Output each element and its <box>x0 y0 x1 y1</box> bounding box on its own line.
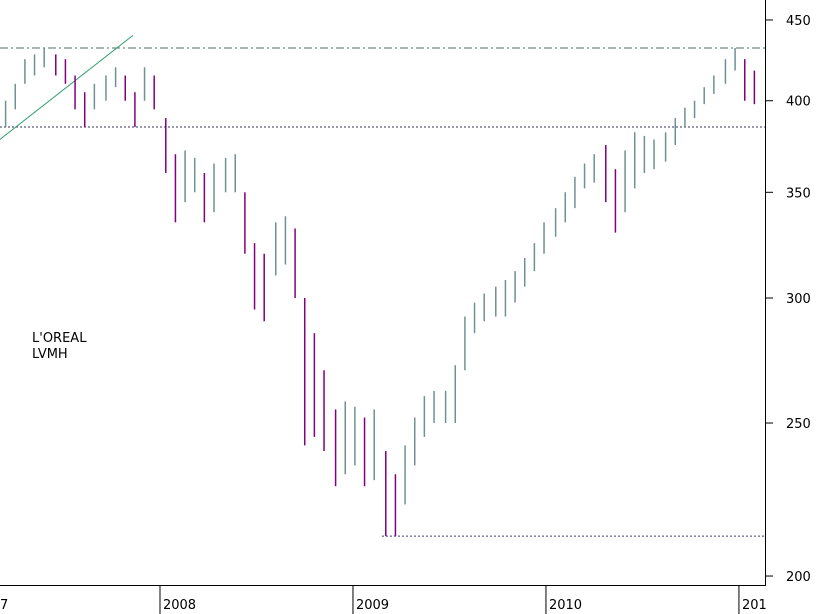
y-tick-label: 450 <box>786 14 811 29</box>
x-tick-label: 2009 <box>356 598 389 613</box>
x-tick-label: 2008 <box>163 598 196 613</box>
x-tick-label: 201 <box>742 598 767 613</box>
annotation: LVMH <box>32 347 68 362</box>
y-tick-label: 400 <box>786 95 811 110</box>
annotation: L'OREAL <box>32 331 87 346</box>
y-tick-label: 200 <box>786 570 811 585</box>
y-tick-label: 350 <box>786 186 811 201</box>
x-tick-label: 2010 <box>549 598 582 613</box>
y-tick-label: 300 <box>786 292 811 307</box>
y-tick-label: 250 <box>786 417 811 432</box>
x-tick-label: 7 <box>0 598 8 613</box>
trend-line <box>0 34 134 140</box>
